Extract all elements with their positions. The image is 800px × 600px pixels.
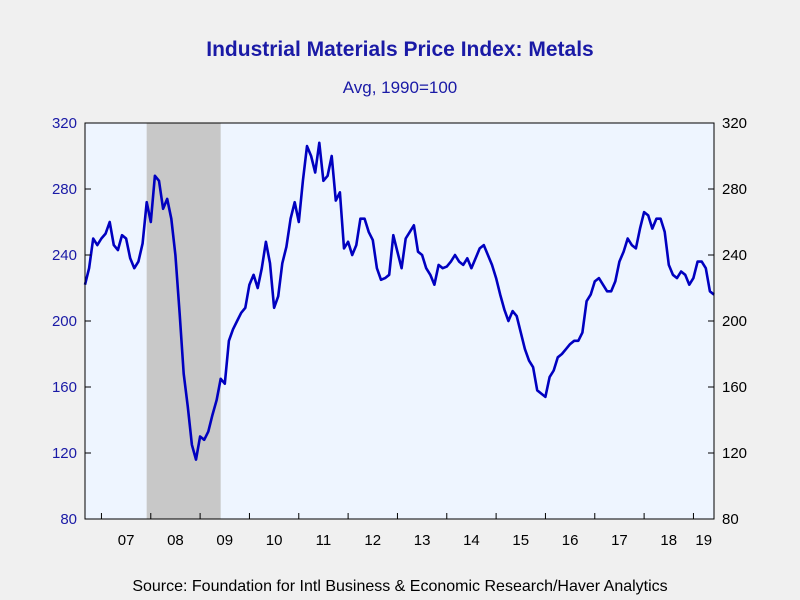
y-tick-label-left: 120 [52,445,77,462]
series-layer [83,141,715,461]
y-axis-ticks: 80 80 120 120 160 160 200 200 240 240 280 280 320 320 [52,115,747,528]
x-tick-label: 07 [118,532,135,549]
recession-shading-layer [146,123,221,519]
series-line [83,141,715,461]
y-tick-label-right: 200 [722,313,747,330]
y-tick-label-right: 80 [722,511,739,528]
recession-band [146,123,221,519]
y-tick-label-left: 160 [52,379,77,396]
chart-subtitle: Avg, 1990=100 [342,78,458,97]
x-tick-label: 18 [660,532,677,549]
y-tick-label-left: 280 [52,181,77,198]
chart-title: Industrial Materials Price Index: Metals [206,38,594,61]
y-tick-label-left: 320 [52,115,77,132]
y-tick-label-right: 280 [722,181,747,198]
y-tick-label-left: 80 [60,511,77,528]
y-tick-label-right: 320 [722,115,747,132]
y-tick-label-right: 240 [722,247,747,264]
x-tick-label: 19 [695,532,712,549]
x-tick-label: 10 [266,532,283,549]
x-tick-label: 11 [316,532,332,549]
x-tick-label: 14 [463,532,480,549]
x-tick-label: 16 [562,532,579,549]
source-note: Source: Foundation for Intl Business & E… [132,578,668,595]
x-tick-label: 15 [512,532,529,549]
y-tick-label-left: 240 [52,247,77,264]
y-tick-label-right: 120 [722,445,747,462]
x-tick-label: 17 [611,532,628,549]
x-tick-label: 12 [364,532,381,549]
x-tick-label: 08 [167,532,184,549]
x-tick-label: 09 [216,532,233,549]
x-axis-ticks: 07 08 09 10 11 12 13 14 15 16 17 18 19 [100,513,712,549]
x-tick-label: 13 [414,532,431,549]
y-tick-label-left: 200 [52,313,77,330]
y-tick-label-right: 160 [722,379,747,396]
